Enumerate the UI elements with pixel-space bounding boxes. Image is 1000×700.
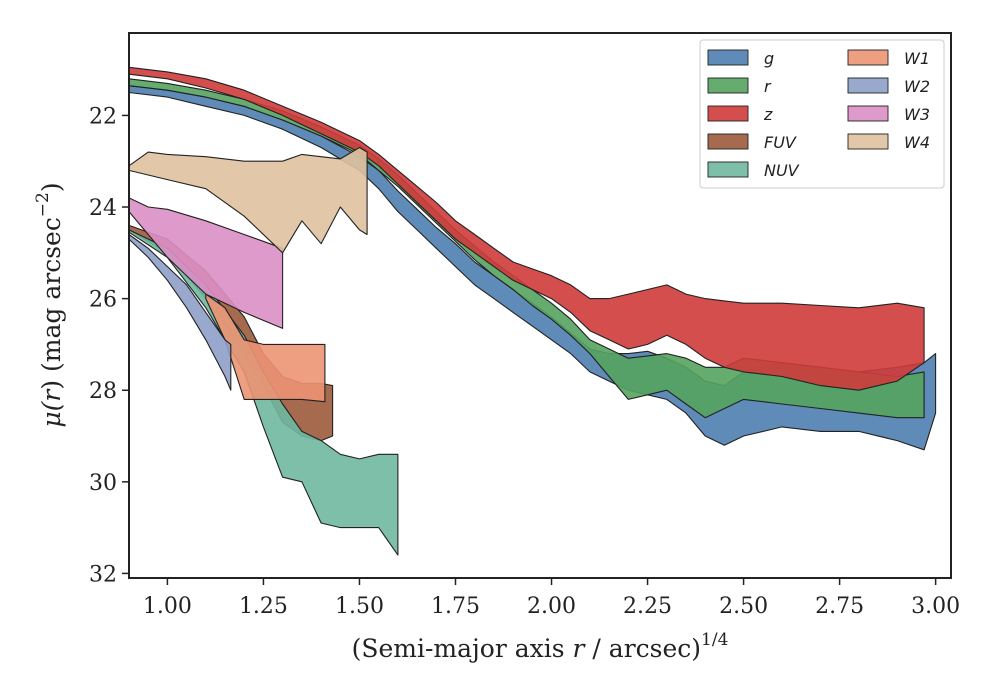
- y-axis-label: μ(r) (mag arcsec−2): [33, 182, 66, 427]
- legend-label-w3: W3: [904, 105, 930, 124]
- legend-swatch-nuv: [707, 161, 749, 178]
- plot-frame: [128, 32, 952, 579]
- y-axis-ticks: 22 24 26 28 30 32: [89, 104, 129, 587]
- legend-swatch-w4: [847, 133, 889, 150]
- x-tick-label: 1.25: [239, 594, 288, 619]
- legend-swatch-w2: [847, 77, 889, 94]
- x-tick-label: 1.75: [431, 594, 480, 619]
- legend-swatch-z: [707, 105, 749, 122]
- series-band-w4: [128, 146, 368, 254]
- legend-swatch-g: [707, 49, 749, 66]
- legend-label-fuv: FUV: [764, 133, 797, 152]
- y-tick-label: 24: [89, 196, 117, 221]
- legend-frame: [699, 39, 945, 189]
- series-band-w3: [128, 197, 284, 329]
- legend-label-z: z: [763, 105, 773, 124]
- legend-swatch-w1: [847, 49, 889, 66]
- legend-label-nuv: NUV: [764, 161, 800, 180]
- legend-label-w4: W4: [904, 133, 930, 152]
- x-tick-label: 1.00: [143, 594, 192, 619]
- y-tick-label: 22: [89, 104, 117, 129]
- legend-swatch-r: [707, 77, 749, 94]
- x-axis-ticks: 1.00 1.25 1.50 1.75 2.00 2.25 2.50 2.75 3.00: [143, 578, 960, 619]
- y-tick-label: 26: [89, 288, 117, 313]
- y-tick-label: 28: [89, 379, 117, 404]
- x-tick-label: 2.25: [623, 594, 672, 619]
- x-tick-label: 2.75: [815, 594, 864, 619]
- legend-label-r: r: [764, 77, 772, 96]
- y-tick-label: 32: [89, 562, 117, 587]
- x-tick-label: 3.00: [911, 594, 960, 619]
- legend-label-w2: W2: [904, 77, 930, 96]
- x-tick-label: 2.50: [719, 594, 768, 619]
- legend-label-w1: W1: [904, 49, 930, 68]
- x-tick-label: 1.50: [335, 594, 384, 619]
- series-band-w2: [128, 233, 232, 391]
- legend-swatch-w3: [847, 105, 889, 122]
- series-fills: [128, 66, 937, 556]
- legend-label-g: g: [764, 49, 774, 68]
- series-band-g: [128, 85, 937, 451]
- x-tick-label: 2.00: [527, 594, 576, 619]
- legend-swatch-fuv: [707, 133, 749, 150]
- series-band-w1: [205, 293, 326, 403]
- y-tick-label: 30: [89, 471, 117, 496]
- series-band-z: [128, 66, 925, 391]
- x-axis-label: (Semi-major axis r / arcsec)1/4: [352, 630, 729, 663]
- legend: grz FUV NUV W1 W2 W3 W4: [699, 39, 945, 189]
